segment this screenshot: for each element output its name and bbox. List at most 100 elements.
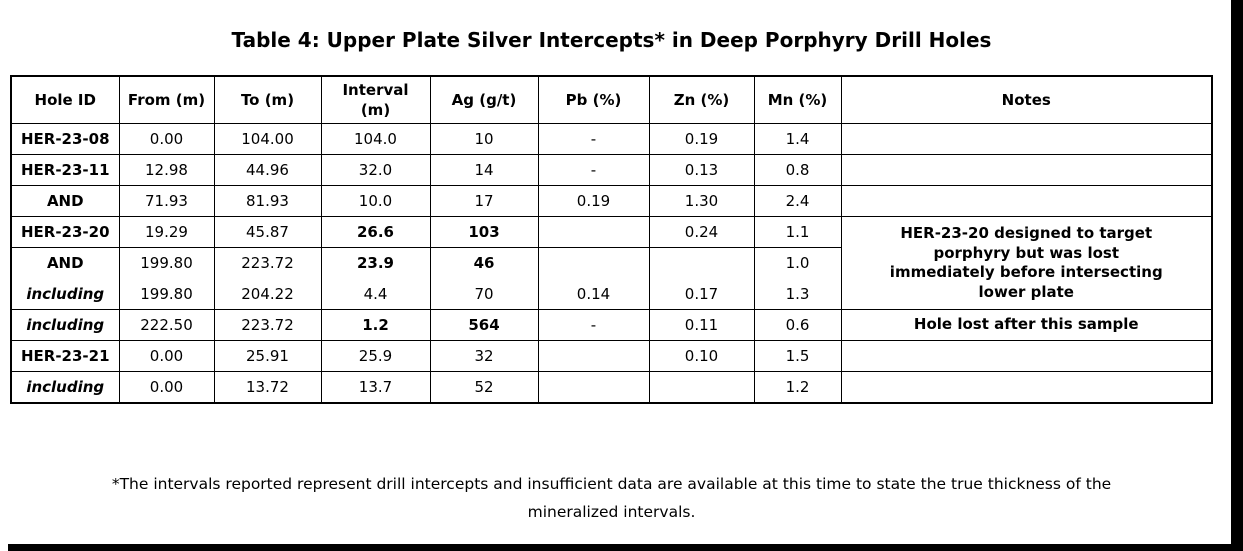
cell-hole-id: HER-23-08 [10, 123, 120, 155]
page-edge-bar-right [1231, 0, 1243, 551]
cell-from: 199.80 [118, 247, 215, 279]
cell-to: 204.22 [213, 278, 322, 310]
cell-from: 12.98 [118, 154, 215, 186]
cell-zn: 0.11 [648, 309, 755, 341]
cell-pb: - [537, 154, 650, 186]
header-row: Hole ID From (m) To (m) Interval (m) Ag (g/t… [10, 75, 1213, 124]
cell-ag: 10 [429, 123, 539, 155]
col-header-hole_id: Hole ID [10, 75, 120, 124]
cell-interval: 23.9 [320, 247, 431, 279]
cell-ag: 14 [429, 154, 539, 186]
cell-pb [537, 371, 650, 403]
cell-ag: 103 [429, 216, 539, 248]
cell-notes [840, 340, 1213, 372]
col-header-notes: Notes [840, 75, 1213, 124]
cell-ag: 70 [429, 278, 539, 310]
cell-zn [648, 371, 755, 403]
cell-notes [840, 154, 1213, 186]
cell-zn: 0.10 [648, 340, 755, 372]
table-row: including 199.80 204.22 4.4 70 0.14 0.17 1.3 [10, 278, 1212, 310]
cell-ag: 52 [429, 371, 539, 403]
cell-interval: 4.4 [320, 278, 431, 310]
cell-interval: 1.2 [320, 309, 431, 341]
cell-zn: 1.30 [648, 185, 755, 217]
cell-hole-id: AND [10, 247, 120, 279]
cell-from: 0.00 [118, 340, 215, 372]
cell-mn: 1.5 [753, 340, 842, 372]
col-header-zn: Zn (%) [648, 75, 755, 124]
cell-notes: Hole lost after this sample [840, 309, 1213, 341]
cell-mn: 1.2 [753, 371, 842, 403]
cell-to: 223.72 [213, 247, 322, 279]
col-header-ag: Ag (g/t) [429, 75, 539, 124]
cell-interval: 10.0 [320, 185, 431, 217]
cell-from: 222.50 [118, 309, 215, 341]
footnote: *The intervals reported represent drill … [111, 475, 1112, 521]
cell-ag: 564 [429, 309, 539, 341]
cell-pb: 0.19 [537, 185, 650, 217]
cell-ag: 17 [429, 185, 539, 217]
cell-zn: 0.17 [648, 278, 755, 310]
cell-interval: 104.0 [320, 123, 431, 155]
cell-hole-id: including [10, 278, 120, 310]
cell-notes: HER-23-20 designed to target porphyry bu… [840, 216, 1213, 310]
cell-zn: 0.13 [648, 154, 755, 186]
cell-interval: 26.6 [320, 216, 431, 248]
cell-mn: 1.0 [753, 247, 842, 279]
cell-interval: 25.9 [320, 340, 431, 372]
cell-hole-id: HER-23-21 [10, 340, 120, 372]
table-row: HER-23-08 0.00 104.00 104.0 10-0.19 1.4 [10, 123, 1213, 155]
cell-notes [840, 185, 1213, 217]
col-header-interval: Interval (m) [320, 75, 431, 124]
cell-zn: 0.19 [648, 123, 755, 155]
cell-hole-id: including [10, 309, 120, 341]
cell-from: 0.00 [118, 371, 215, 403]
table-row: including 0.00 13.72 13.7 52 1.2 [10, 371, 1213, 403]
cell-hole-id: AND [10, 185, 120, 217]
cell-hole-id: HER-23-20 [10, 216, 120, 248]
cell-to: 223.72 [213, 309, 322, 341]
table-row: HER-23-20 19.29 45.87 26.6 103 0.24 1.1 HER-23-… [10, 216, 1213, 310]
cell-from: 199.80 [118, 278, 215, 310]
cell-from: 0.00 [118, 123, 215, 155]
cell-hole-id: HER-23-11 [10, 154, 120, 186]
col-header-from: From (m) [118, 75, 215, 124]
cell-notes [840, 371, 1213, 403]
cell-zn: 0.24 [648, 216, 755, 248]
cell-to: 13.72 [213, 371, 322, 403]
table-row: AND 199.80 223.72 23.9 46 1.0 [10, 247, 1212, 279]
cell-to: 81.93 [213, 185, 322, 217]
table-title: Table 4: Upper Plate Silver Intercepts* … [231, 28, 992, 52]
cell-to: 25.91 [213, 340, 322, 372]
table-row: including 222.50 223.72 1.2 564-0.11 0.6 Hole … [10, 309, 1213, 341]
cell-notes [840, 123, 1213, 155]
cell-pb [537, 247, 650, 279]
cell-mn: 1.4 [753, 123, 842, 155]
table-row: AND 71.93 81.93 10.0 17 0.19 1.30 2.4 [10, 185, 1213, 217]
cell-mn: 0.8 [753, 154, 842, 186]
table-row: HER-23-11 12.98 44.96 32.0 14-0.13 0.8 [10, 154, 1213, 186]
cell-pb [537, 340, 650, 372]
table-row: HER-23-21 0.00 25.91 25.9 32 0.10 1.5 [10, 340, 1213, 372]
cell-to: 44.96 [213, 154, 322, 186]
cell-ag: 32 [429, 340, 539, 372]
col-header-pb: Pb (%) [537, 75, 650, 124]
cell-interval: 13.7 [320, 371, 431, 403]
cell-zn [648, 247, 755, 279]
table-body: HER-23-08 0.00 104.00 104.0 10-0.19 1.4 HER-23… [10, 123, 1213, 403]
cell-hole-id: including [10, 371, 120, 403]
col-header-mn: Mn (%) [753, 75, 842, 124]
cell-from: 71.93 [118, 185, 215, 217]
cell-mn: 1.1 [753, 216, 842, 248]
cell-pb: 0.14 [537, 278, 650, 310]
cell-pb: - [537, 309, 650, 341]
col-header-to: To (m) [213, 75, 322, 124]
cell-mn: 0.6 [753, 309, 842, 341]
page-edge-bar-bottom [8, 544, 1243, 551]
cell-pb: - [537, 123, 650, 155]
cell-mn: 1.3 [753, 278, 842, 310]
intercepts-table: Hole ID From (m) To (m) Interval (m) Ag (g/t… [10, 75, 1213, 404]
cell-pb [537, 216, 650, 248]
cell-interval: 32.0 [320, 154, 431, 186]
cell-ag: 46 [429, 247, 539, 279]
